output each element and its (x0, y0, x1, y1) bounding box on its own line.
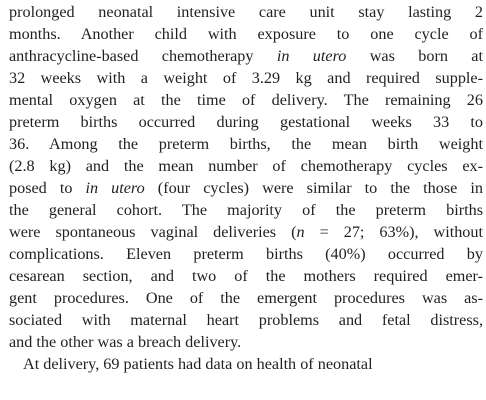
text-line: were spontaneous vaginal deliveries (n =… (9, 223, 483, 241)
text-line: cesarean section, and two of the mothers… (9, 267, 483, 285)
italic-term: in utero (85, 179, 145, 197)
text-line: anthracycline-based chemotherapy in uter… (9, 47, 483, 65)
text-line: preterm births occurred during gestation… (9, 113, 483, 131)
text-line: months. Another child with exposure to o… (9, 25, 483, 43)
italic-term: in utero (276, 47, 347, 65)
text-line: and the other was a breach delivery. (9, 333, 242, 351)
italic-term: n (296, 223, 305, 241)
text-line: gent procedures. One of the emergent pro… (9, 289, 483, 307)
text-line: sociated with maternal heart problems an… (9, 311, 483, 329)
text-line: 32 weeks with a weight of 3.29 kg and re… (9, 69, 483, 87)
text-line: (2.8 kg) and the mean number of chemothe… (9, 157, 483, 175)
document-page: prolonged neonatal intensive care unit s… (9, 0, 483, 400)
text-line: 36. Among the preterm births, the mean b… (9, 135, 483, 153)
text-line: complications. Eleven preterm births (40… (9, 245, 483, 263)
text-line: mental oxygen at the time of delivery. T… (9, 91, 483, 109)
text-line: posed to in utero (four cycles) were sim… (9, 179, 483, 197)
partial-next-paragraph-line: At delivery, 69 patients had data on hea… (23, 355, 373, 373)
text-line: the general cohort. The majority of the … (9, 201, 483, 219)
text-line: prolonged neonatal intensive care unit s… (9, 3, 483, 21)
